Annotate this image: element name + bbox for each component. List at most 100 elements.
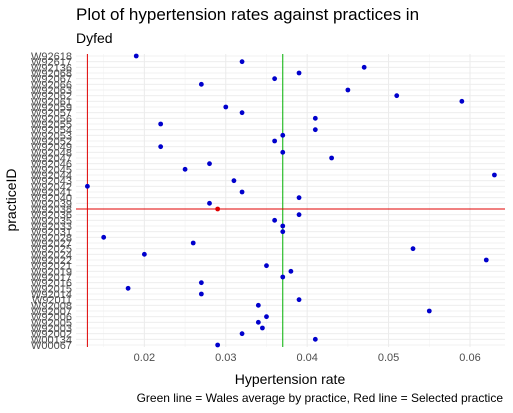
practice-point (101, 234, 107, 240)
practice-point (133, 53, 139, 59)
y-tick-label: W92024 (31, 249, 72, 261)
practice-point (410, 246, 416, 252)
y-tick-label: W92025 (31, 244, 72, 256)
y-tick-label: W92008 (31, 300, 72, 312)
y-tick-label: W92033 (31, 221, 72, 233)
y-tick-label: W92028 (31, 232, 72, 244)
y-tick-label: W92027 (31, 238, 72, 250)
y-tick-label: W92019 (31, 266, 72, 278)
practice-point (239, 59, 245, 65)
practice-point (345, 87, 351, 93)
practice-point (280, 149, 286, 155)
practice-point (231, 178, 237, 184)
y-tick-label: W92046 (31, 159, 72, 171)
practice-point (312, 115, 318, 121)
practice-point (296, 70, 302, 76)
caption: Green line = Wales average by practice, … (136, 391, 503, 405)
selected-practice-point (215, 206, 221, 212)
y-tick-label: W92052 (31, 136, 72, 148)
practice-point (198, 280, 204, 286)
y-tick-label: W92036 (31, 210, 72, 222)
y-tick-label: W92040 (31, 193, 72, 205)
y-tick-label: W92063 (31, 85, 72, 97)
y-tick-label: W92053 (31, 130, 72, 142)
practice-point (239, 331, 245, 337)
x-tick-label: 0.02 (134, 352, 155, 364)
y-tick-label: W92617 (31, 57, 72, 69)
y-tick-label: W92618 (31, 51, 72, 63)
y-tick-label: W92014 (31, 289, 72, 301)
practice-point (280, 132, 286, 138)
y-tick-label: W92041 (31, 187, 72, 199)
y-tick-label: W92017 (31, 272, 72, 284)
practice-point (239, 189, 245, 195)
practice-point (158, 144, 164, 150)
y-tick-label: W92043 (31, 176, 72, 188)
practice-point (207, 200, 212, 206)
x-tick-labels: 0.02 0.03 0.04 0.05 0.06 (134, 352, 481, 364)
y-tick-label: W92057 (31, 108, 72, 120)
practice-point (280, 223, 286, 229)
y-tick-label: W92048 (31, 147, 72, 159)
y-tick-label: W92066 (31, 79, 72, 91)
practice-point (239, 110, 245, 116)
practice-point (312, 127, 318, 133)
practice-point (426, 308, 432, 314)
practice-point (296, 212, 302, 218)
y-tick-label: W92059 (31, 102, 72, 114)
y-tick-label: W92136 (31, 62, 72, 74)
y-tick-label: W92005 (31, 317, 72, 329)
y-tick-label: W92031 (31, 227, 72, 239)
y-tick-label: W92045 (31, 164, 72, 176)
practice-point (158, 121, 164, 127)
y-tick-label: W92044 (31, 170, 72, 182)
y-tick-labels: W00067W00134W92002W92003W92005W92006W920… (31, 51, 72, 352)
y-tick-label: W92042 (31, 181, 72, 193)
y-tick-label: W92054 (31, 125, 72, 137)
y-tick-label: W92007 (31, 306, 72, 318)
y-tick-label: W92035 (31, 215, 72, 227)
y-axis-title: practiceID (3, 168, 19, 231)
practice-point (264, 263, 269, 269)
practice-point (280, 274, 286, 280)
practice-point (483, 257, 489, 263)
y-tick-label: W92056 (31, 113, 72, 125)
practice-point (207, 161, 212, 167)
practice-point (255, 302, 261, 308)
y-tick-label: W92038 (31, 204, 72, 216)
practice-point (215, 342, 221, 348)
data-points (84, 53, 497, 348)
chart-title: Plot of hypertension rates against pract… (76, 5, 420, 24)
y-tick-label: W92015 (31, 283, 72, 295)
y-tick-label: W92011 (32, 295, 72, 307)
practice-point (492, 172, 497, 178)
y-tick-label: W92055 (31, 119, 72, 131)
x-tick-label: 0.04 (296, 352, 317, 364)
y-tick-label: W92003 (31, 323, 72, 335)
practice-point (182, 166, 188, 172)
practice-point (394, 93, 400, 99)
practice-point (296, 195, 302, 201)
y-tick-label: W92021 (31, 261, 72, 273)
y-tick-label: W92067 (31, 74, 72, 86)
practice-point (198, 291, 204, 297)
y-tick-label: W92062 (31, 91, 72, 103)
grid-layer (76, 54, 505, 347)
practice-point (312, 336, 318, 342)
y-tick-label: W92061 (31, 96, 72, 108)
practice-point (255, 319, 261, 325)
practice-point (272, 217, 278, 223)
y-tick-label: W92022 (31, 255, 72, 267)
x-tick-label: 0.05 (378, 352, 399, 364)
practice-point (361, 64, 367, 70)
chart-subtitle: Dyfed (76, 30, 113, 46)
y-tick-label: W00134 (31, 334, 72, 346)
y-tick-label: W92068 (31, 68, 72, 80)
practice-point (280, 229, 286, 235)
practice-point (84, 183, 90, 189)
practice-point (459, 98, 465, 104)
practice-point (190, 240, 196, 246)
y-tick-label: W92006 (31, 312, 72, 324)
x-axis-title: Hypertension rate (235, 371, 346, 387)
